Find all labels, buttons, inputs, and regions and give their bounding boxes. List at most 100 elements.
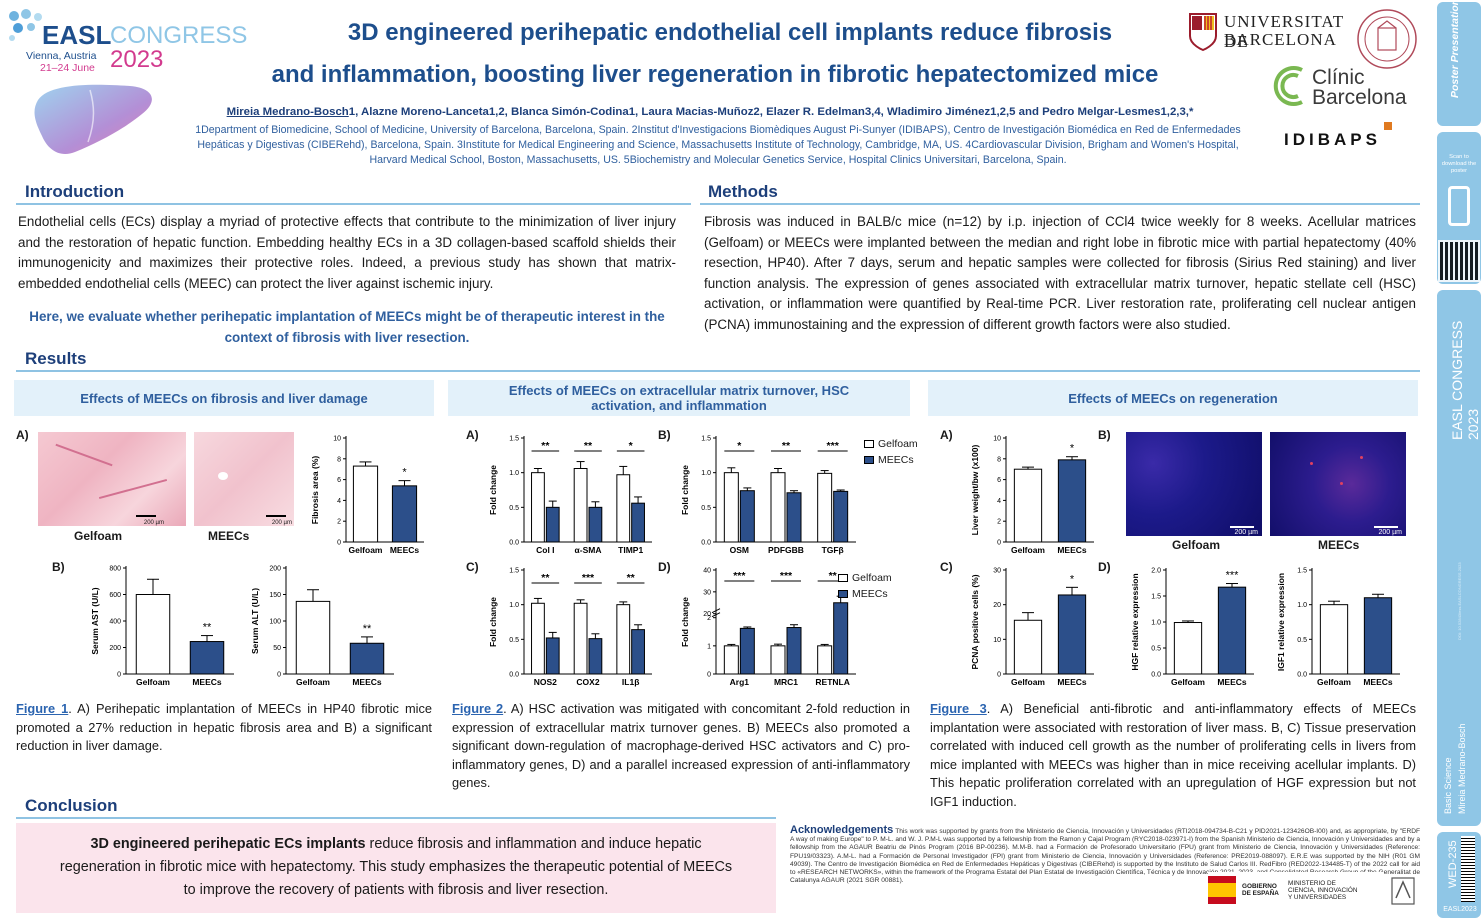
- x-tick-label: RETNLA: [815, 677, 849, 687]
- title-line-1: 3D engineered perihepatic endothelial ce…: [347, 19, 1113, 46]
- y-tick-label: 20: [993, 602, 1001, 609]
- ecm-genes-chart: 0.0 0.5 1.0 1.5 Fold change Col I ** α-SMA ** TIM…: [488, 436, 652, 555]
- bar: [531, 602, 545, 675]
- y-tick-label: 600: [109, 592, 121, 599]
- y-tick-label: 2: [997, 519, 1001, 526]
- sidebar-category: Basic Science: [1443, 757, 1453, 814]
- results-heading: Results: [25, 349, 87, 368]
- pcna-image-gelfoam: 200 µm: [1126, 432, 1262, 536]
- fig1-label-b: B): [52, 560, 65, 574]
- conclusion-heading: Conclusion: [25, 796, 118, 815]
- fig2-link[interactable]: Figure 2: [452, 701, 504, 716]
- bar: [349, 642, 385, 675]
- y-tick-label: 0: [117, 672, 121, 679]
- significance-label: **: [541, 572, 550, 584]
- significance-label: ***: [733, 570, 746, 582]
- x-tick-label: MEECs: [1057, 545, 1087, 555]
- bar: [1173, 622, 1203, 675]
- agaur-logo-icon: [1391, 877, 1415, 905]
- sidebar-author: Mireia Medrano-Bosch: [1457, 723, 1467, 814]
- congress-year: 2023: [110, 46, 164, 73]
- bar: [588, 506, 603, 543]
- clinic-line2: Barcelona: [1312, 86, 1407, 109]
- significance-label: **: [541, 440, 550, 452]
- significance-label: *: [402, 467, 407, 479]
- fig1-label-a: A): [16, 428, 29, 442]
- introduction-heading: Introduction: [25, 182, 125, 201]
- y-tick-label: 200: [269, 566, 281, 573]
- sidebar-poster-text: Poster Presentations: [1449, 0, 1461, 98]
- pcna-gelfoam-label: Gelfoam: [1172, 538, 1221, 552]
- serum-alt-chart: 0 50 100 150 200 Serum ALT (U/L) Gelfoam MEECs *…: [250, 566, 394, 687]
- introduction-rule: [16, 203, 691, 205]
- legend-2d: Gelfoam MEECs: [838, 570, 892, 602]
- y-tick-label: 1.5: [509, 436, 519, 443]
- serum-ast-chart: 0 200 400 600 800 Serum AST (U/L) Gelfoam MEECs…: [90, 566, 234, 687]
- methods-text: Fibrosis was induced in BALB/c mice (n=1…: [704, 214, 1416, 332]
- easl-dots-icon: [9, 9, 42, 41]
- y-tick-label: 0: [277, 672, 281, 679]
- bar: [573, 602, 588, 675]
- bar: [723, 472, 739, 543]
- fig2-caption: Figure 2. A) HSC activation was mitigate…: [452, 700, 910, 793]
- phone-icon: [1448, 186, 1470, 226]
- x-tick-label: MEECs: [1057, 677, 1087, 687]
- scale-label-1: 200 µm: [143, 520, 164, 526]
- qr-code-icon[interactable]: [1438, 240, 1480, 282]
- hsc-activator-chart: 0.0 0.5 1.0 1.5 Fold change OSM * PDFGBB ** TGFβ *…: [680, 436, 856, 555]
- bar: [770, 645, 786, 675]
- bar: [545, 506, 560, 543]
- bar: [631, 502, 645, 543]
- panel3-header: Effects of MEECs on regeneration: [928, 380, 1418, 416]
- fig3-caption-text: . A) Beneficial anti-fibrotic and anti-i…: [930, 701, 1416, 809]
- y-tick-label: 1.5: [509, 568, 519, 575]
- significance-label: ***: [827, 440, 840, 452]
- significance-label: *: [1070, 573, 1075, 585]
- proinflammatory-chart: 0.0 0.5 1.0 1.5 Fold change NOS2 ** COX2 *** IL1β…: [488, 568, 652, 687]
- idibaps-logo: IDIBAPS: [1284, 130, 1381, 150]
- legend-gelfoam-swatch: [838, 574, 848, 582]
- y-tick-label: 0.0: [701, 540, 711, 547]
- y-tick-label: 4: [337, 498, 341, 505]
- bar: [1057, 594, 1087, 675]
- x-tick-label: TGFβ: [822, 545, 844, 555]
- axis-break-mark: [711, 612, 721, 618]
- fig2-label-b: B): [658, 428, 671, 442]
- sidebar-easl-text: EASL CONGRESS 2023: [1449, 320, 1481, 440]
- fig2-label-d: D): [658, 560, 671, 574]
- scan-text: Scan to download the poster: [1441, 154, 1477, 174]
- x-tick-label: MEECs: [390, 545, 420, 555]
- y-tick-label: 0.0: [509, 672, 519, 679]
- y-axis-label: HGF relative expression: [1130, 573, 1140, 670]
- conclusion-rule: [16, 817, 776, 819]
- sidebar-poster: Poster Presentations: [1437, 0, 1481, 126]
- y-tick-label: 6: [997, 477, 1001, 484]
- fig2-label-a: A): [466, 428, 479, 442]
- bar: [770, 472, 786, 543]
- fig1-caption: Figure 1. A) Perihepatic implantation of…: [16, 700, 432, 756]
- panel1-header: Effects of MEECs on fibrosis and liver d…: [14, 380, 434, 416]
- acknowledgements: Acknowledgements This work was supported…: [790, 825, 1420, 885]
- significance-label: **: [203, 622, 212, 634]
- pcna-positive-chart: 0 10 20 30 PCNA positive cells (%) Gelfoam MEE…: [970, 568, 1094, 687]
- y-tick-label: 0.0: [1151, 672, 1161, 679]
- sidebar-download[interactable]: Scan to download the poster: [1437, 132, 1481, 284]
- fig1-link[interactable]: Figure 1: [16, 701, 69, 716]
- y-axis-label: Fold change: [488, 597, 498, 647]
- pcna-image-meecs: 200 µm: [1270, 432, 1406, 536]
- legend-gelfoam-label: Gelfoam: [878, 438, 918, 450]
- x-tick-label: Arg1: [730, 677, 750, 687]
- y-tick-label: 8: [997, 456, 1001, 463]
- ub-line1: UNIVERSITAT DE: [1224, 12, 1344, 51]
- x-tick-label: Col I: [536, 545, 554, 555]
- y-tick-label: 1.0: [1297, 602, 1307, 609]
- fig3-link[interactable]: Figure 3: [930, 701, 987, 716]
- axis-break-mark: [711, 608, 721, 614]
- bar: [786, 627, 802, 675]
- idibaps-text: IDIBAPS: [1284, 130, 1381, 149]
- y-axis-label: Serum AST (U/L): [90, 587, 100, 654]
- easl-wordmark: EASL: [42, 20, 112, 50]
- sidebar-code: WED-235 EASL2023: [1437, 832, 1481, 918]
- y-tick-label: 1.0: [1151, 620, 1161, 627]
- bar: [573, 468, 588, 543]
